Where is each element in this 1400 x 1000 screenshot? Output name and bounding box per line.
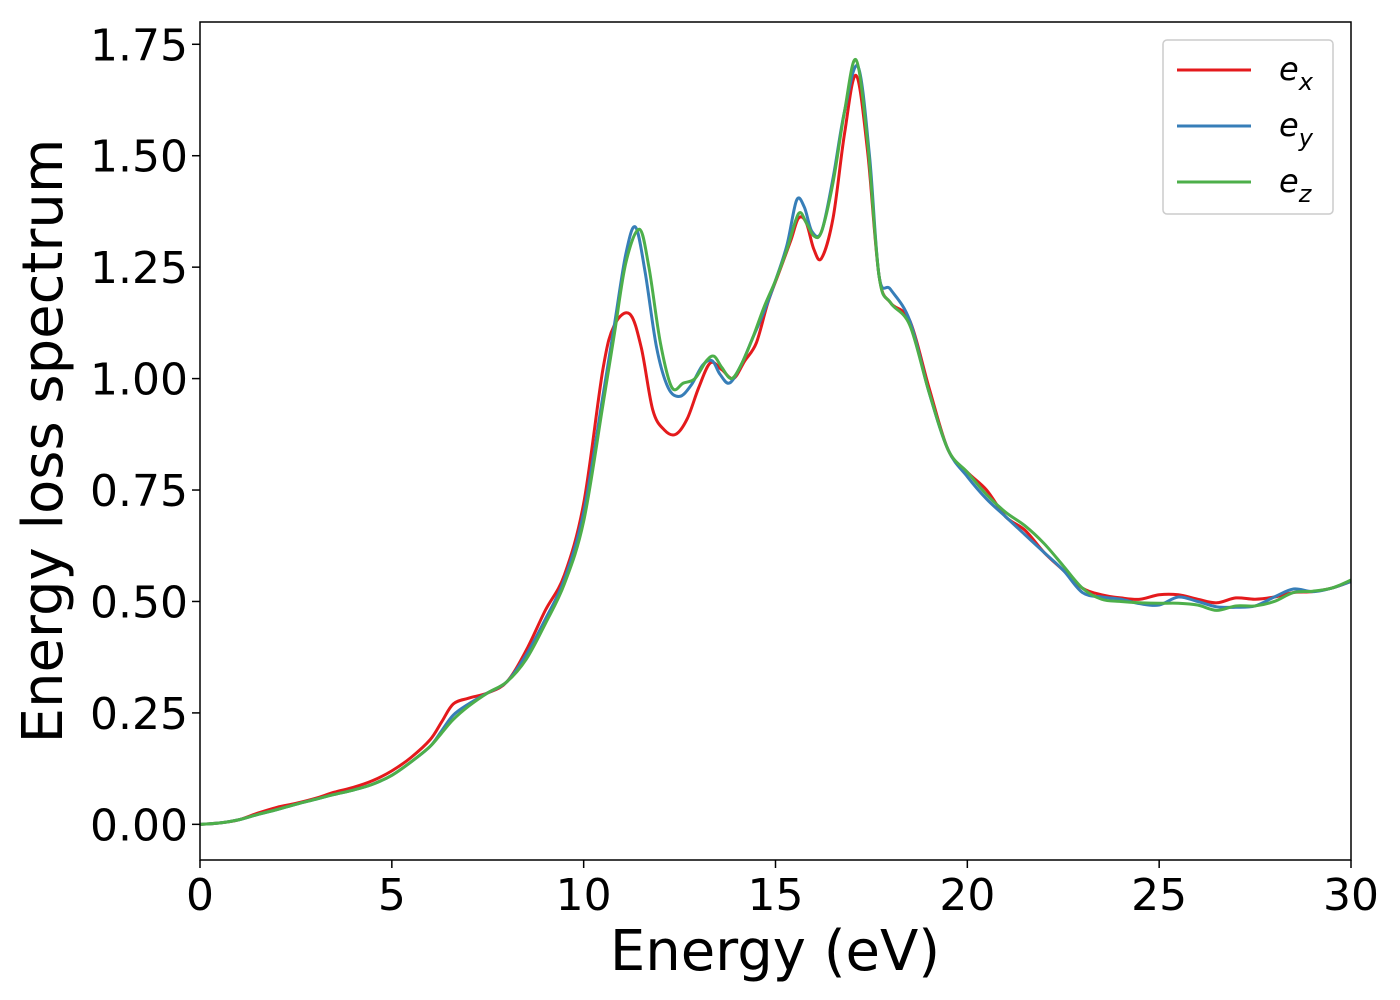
- y-tick-label: 0.00: [90, 800, 188, 851]
- x-tick-label: 10: [556, 870, 612, 921]
- legend-label-x: ex: [1279, 50, 1314, 96]
- x-tick-label: 15: [748, 870, 804, 921]
- legend: ex ey ez: [1162, 39, 1334, 215]
- y-tick-label: 0.50: [90, 577, 188, 628]
- y-tick-label: 1.00: [90, 355, 188, 406]
- y-tick-label: 1.50: [90, 132, 188, 183]
- y-tick-label: 0.25: [90, 689, 188, 740]
- x-tick-label: 25: [1131, 870, 1187, 921]
- y-axis-title: Energy loss spectrum: [11, 139, 76, 744]
- series-line-z: [199, 58, 1352, 826]
- x-tick-label: 30: [1323, 870, 1379, 921]
- series-layer: [199, 58, 1352, 826]
- x-axis: 0 5 10 15 20 25 30: [186, 860, 1379, 921]
- legend-label-y: ey: [1279, 106, 1314, 152]
- y-tick-label: 1.75: [90, 20, 188, 71]
- x-tick-label: 5: [378, 870, 406, 921]
- y-tick-label: 0.75: [90, 466, 188, 517]
- y-axis: 0.00 0.25 0.50 0.75 1.00 1.25 1.50 1.75: [90, 20, 200, 851]
- x-tick-label: 0: [186, 870, 214, 921]
- x-tick-label: 20: [939, 870, 995, 921]
- legend-label-z: ez: [1279, 162, 1313, 208]
- y-tick-label: 1.25: [90, 243, 188, 294]
- x-axis-title: Energy (eV): [610, 919, 940, 984]
